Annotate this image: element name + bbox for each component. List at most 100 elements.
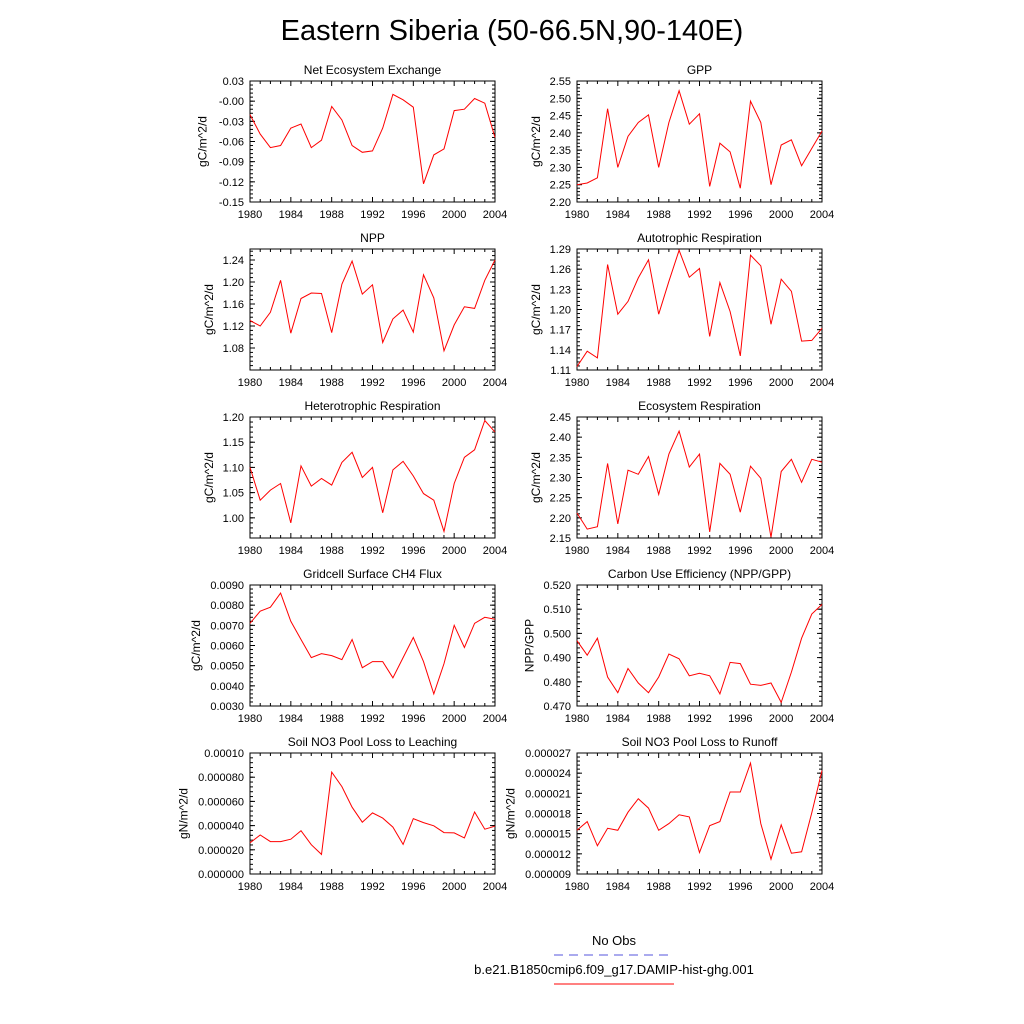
- plot-frame: [576, 248, 823, 371]
- y-tick-label: 0.000000: [198, 869, 244, 881]
- x-tick-label: 1988: [646, 713, 670, 725]
- y-tick-label: 0.470: [543, 701, 571, 713]
- y-tick-label: 2.20: [550, 197, 571, 209]
- plot-frame: [249, 584, 496, 707]
- series-line: [576, 429, 823, 538]
- x-tick-label: 1980: [238, 545, 262, 557]
- chart-title: Heterotrophic Respiration: [304, 399, 440, 413]
- y-tick-label: 1.15: [223, 437, 244, 449]
- y-tick-label: 1.20: [550, 305, 571, 317]
- y-tick-label: 0.520: [543, 580, 571, 592]
- y-tick-label: 0.000021: [525, 788, 571, 800]
- x-tick-label: 1988: [646, 881, 670, 893]
- x-tick-label: 1992: [687, 209, 711, 221]
- x-tick-label: 1984: [606, 209, 630, 221]
- chart-title: Autotrophic Respiration: [637, 231, 762, 245]
- x-tick-label: 1980: [565, 209, 589, 221]
- series-line: [249, 592, 496, 696]
- chart-panel-7: Gridcell Surface CH4 Flux 1980 1984 1988 199…: [189, 567, 507, 725]
- x-tick-label: 2000: [769, 881, 793, 893]
- x-tick-label: 2000: [769, 209, 793, 221]
- x-tick-label: 1992: [687, 713, 711, 725]
- y-tick-label: 0.000015: [525, 829, 571, 841]
- plot-frame: [576, 584, 823, 707]
- x-tick-label: 2000: [442, 881, 466, 893]
- plot-frame: [576, 416, 823, 539]
- x-tick-label: 2004: [810, 545, 834, 557]
- x-tick-label: 1992: [687, 881, 711, 893]
- x-tick-label: 1992: [360, 713, 384, 725]
- y-tick-label: 0.0030: [210, 701, 244, 713]
- y-tick-label: -0.09: [219, 157, 244, 169]
- y-axis-label: gC/m^2/d: [529, 452, 543, 503]
- x-tick-label: 1988: [319, 377, 343, 389]
- y-tick-label: -0.06: [219, 137, 244, 149]
- y-axis-label: gC/m^2/d: [529, 284, 543, 335]
- y-tick-label: 2.20: [550, 513, 571, 525]
- x-tick-label: 1984: [279, 881, 303, 893]
- chart-title: Soil NO3 Pool Loss to Leaching: [288, 735, 457, 749]
- y-tick-label: 2.45: [550, 111, 571, 123]
- chart-title: Gridcell Surface CH4 Flux: [303, 567, 442, 581]
- y-axis-label: gC/m^2/d: [196, 116, 210, 167]
- x-tick-label: 1984: [606, 881, 630, 893]
- x-tick-label: 2004: [483, 209, 507, 221]
- x-tick-label: 1992: [687, 377, 711, 389]
- y-axis-label: gN/m^2/d: [504, 788, 518, 839]
- y-tick-label: 1.11: [550, 365, 571, 377]
- chart-panel-3: NPP 1980 1984 1988 1992 1996 2000 2004 1.24 1.20 1…: [202, 231, 507, 389]
- y-axis-label: gC/m^2/d: [529, 116, 543, 167]
- chart-title: Ecosystem Respiration: [638, 399, 761, 413]
- y-tick-label: 0.00010: [204, 748, 244, 760]
- x-tick-label: 1996: [401, 545, 425, 557]
- x-tick-label: 1984: [606, 377, 630, 389]
- y-tick-label: 0.490: [543, 653, 571, 665]
- chart-panel-6: Ecosystem Respiration 1980 1984 1988 1992 199…: [529, 399, 834, 557]
- y-tick-label: 1.17: [550, 325, 571, 337]
- series-line: [249, 419, 496, 534]
- page-title: Eastern Siberia (50-66.5N,90-140E): [280, 15, 744, 47]
- x-tick-label: 1980: [238, 713, 262, 725]
- x-tick-label: 1992: [360, 209, 384, 221]
- x-tick-label: 1980: [238, 881, 262, 893]
- chart-title: GPP: [687, 63, 712, 77]
- y-tick-label: 1.05: [223, 488, 244, 500]
- x-tick-label: 1996: [401, 881, 425, 893]
- x-tick-label: 1980: [565, 713, 589, 725]
- chart-title: Carbon Use Efficiency (NPP/GPP): [608, 567, 791, 581]
- plot-frame: [249, 80, 496, 203]
- series-line: [249, 93, 496, 184]
- y-tick-label: 0.0080: [210, 600, 244, 612]
- x-tick-label: 1988: [319, 713, 343, 725]
- y-tick-label: 0.000080: [198, 772, 244, 784]
- y-tick-label: 1.16: [223, 299, 244, 311]
- x-tick-label: 1996: [728, 881, 752, 893]
- plot-frame: [249, 248, 496, 371]
- y-tick-label: 0.03: [223, 76, 244, 88]
- y-tick-label: -0.12: [219, 177, 244, 189]
- y-tick-label: 0.510: [543, 604, 571, 616]
- y-axis-label: gC/m^2/d: [189, 620, 203, 671]
- y-tick-label: 2.25: [550, 180, 571, 192]
- y-tick-label: -0.00: [219, 96, 244, 108]
- x-tick-label: 1992: [360, 881, 384, 893]
- x-tick-label: 2000: [769, 377, 793, 389]
- y-tick-label: 2.15: [550, 533, 571, 545]
- x-tick-label: 2004: [483, 545, 507, 557]
- y-tick-label: 1.10: [223, 462, 244, 474]
- x-tick-label: 1988: [646, 209, 670, 221]
- y-axis-label: NPP/GPP: [523, 619, 537, 672]
- chart-panel-2: GPP 1980 1984 1988 1992 1996 2000 2004 2.55 2.50 2…: [529, 63, 834, 221]
- y-tick-label: 2.40: [550, 432, 571, 444]
- y-tick-label: 0.0060: [210, 641, 244, 653]
- x-tick-label: 1984: [279, 545, 303, 557]
- y-tick-label: 0.000009: [525, 869, 571, 881]
- plot-frame: [576, 752, 823, 875]
- y-tick-label: 0.480: [543, 677, 571, 689]
- y-tick-label: 0.000020: [198, 845, 244, 857]
- y-tick-label: 2.45: [550, 412, 571, 424]
- y-tick-label: 2.30: [550, 473, 571, 485]
- x-tick-label: 1992: [360, 545, 384, 557]
- x-tick-label: 1984: [606, 545, 630, 557]
- y-tick-label: 0.0040: [210, 681, 244, 693]
